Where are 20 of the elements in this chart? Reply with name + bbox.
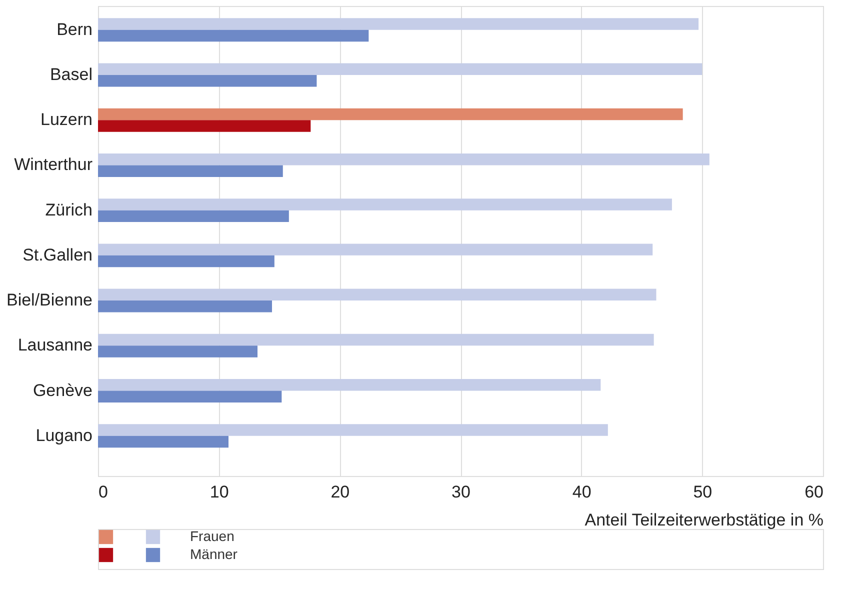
- x-tick-label: 40: [572, 482, 592, 502]
- x-tick-label: 50: [693, 482, 712, 502]
- y-tick-label: Luzern: [40, 110, 92, 130]
- x-tick-label: 10: [210, 482, 229, 502]
- y-tick-label: Genève: [32, 380, 92, 400]
- y-tick-label: Bern: [56, 20, 92, 39]
- x-tick-label: 60: [804, 482, 824, 502]
- x-tick-label: 0: [98, 482, 108, 502]
- x-tick-label: 20: [330, 482, 350, 502]
- y-tick-label: Winterthur: [14, 155, 93, 174]
- y-tick-label: Basel: [50, 65, 92, 84]
- y-tick-label: St.Gallen: [22, 245, 92, 264]
- x-tick-label: 30: [452, 482, 470, 502]
- legend-label: Frauen: [190, 528, 234, 544]
- x-axis-title: Anteil Teilzeiterwerbstätige in %: [584, 510, 824, 530]
- legend-label: Männer: [190, 546, 238, 562]
- y-tick-label: Biel/Bienne: [6, 290, 92, 310]
- y-tick-label: Lugano: [36, 426, 92, 445]
- y-tick-label: Lausanne: [18, 336, 92, 355]
- y-tick-label: Zürich: [45, 200, 92, 220]
